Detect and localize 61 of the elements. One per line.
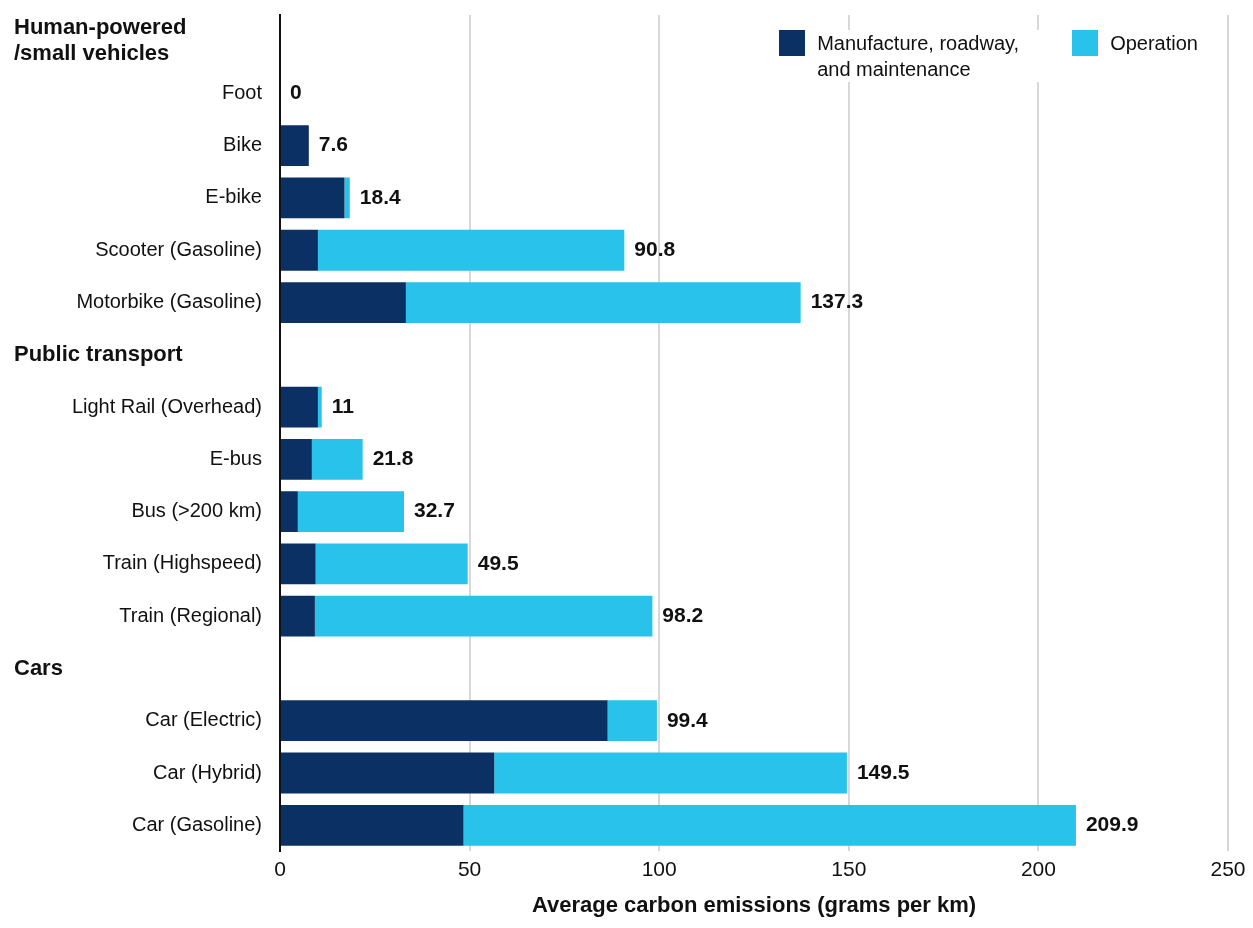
- x-axis-title: Average carbon emissions (grams per km): [531, 891, 977, 917]
- bar: [607, 700, 657, 742]
- text: Public transport: [14, 340, 184, 366]
- y-tick-label: Motorbike (Gasoline): [76, 290, 262, 313]
- total-label: 149.5: [856, 759, 910, 783]
- bar: [281, 491, 298, 532]
- bar: [317, 229, 625, 271]
- bar: [314, 595, 653, 637]
- total-label: 209.9: [1085, 812, 1139, 836]
- bar: [281, 804, 464, 846]
- text: Human-powered /small vehicles: [14, 14, 187, 66]
- legend-label: Operation: [1110, 31, 1198, 56]
- total-label: 98.2: [662, 602, 704, 626]
- legend-label: Manufacture, roadway, and maintenance: [817, 31, 1021, 82]
- y-tick-label: Train (Regional): [119, 603, 262, 626]
- y-tick-label: Bus (>200 km): [131, 499, 262, 522]
- x-tick-label: 150: [831, 856, 867, 880]
- total-label: 18.4: [359, 184, 401, 208]
- x-tick-label: 50: [457, 856, 482, 880]
- x-tick-label: 250: [1210, 856, 1246, 880]
- y-tick-label: E-bike: [205, 185, 262, 208]
- bar: [281, 438, 312, 480]
- bar: [405, 282, 801, 323]
- bar: [494, 752, 847, 794]
- y-tick-label: Car (Electric): [145, 708, 262, 731]
- bar: [281, 177, 345, 219]
- total-label: 7.6: [318, 132, 349, 156]
- bar: [281, 229, 318, 271]
- total-label: 99.4: [666, 707, 709, 731]
- x-tick-label: 200: [1020, 856, 1056, 880]
- bar: [463, 804, 1076, 846]
- y-tick-label: Car (Gasoline): [131, 812, 262, 835]
- bar: [317, 386, 322, 428]
- bar: [344, 177, 350, 219]
- bar: [281, 543, 316, 585]
- bar: [281, 700, 608, 742]
- y-tick-label: Foot: [221, 80, 263, 103]
- x-tick-label: 100: [641, 856, 677, 880]
- bar: [281, 386, 318, 428]
- total-label: 90.8: [634, 237, 676, 261]
- bar: [315, 543, 468, 585]
- y-tick-label: Light Rail (Overhead): [71, 394, 262, 417]
- y-tick-label: Train (Highspeed): [102, 551, 262, 574]
- total-label: 32.7: [414, 498, 455, 522]
- bar: [281, 752, 495, 794]
- bar: [311, 438, 363, 480]
- y-tick-label: Car (Hybrid): [153, 760, 262, 783]
- bar: [281, 595, 315, 637]
- text: Cars: [14, 654, 63, 680]
- total-label: 49.5: [477, 550, 519, 574]
- total-label: 21.8: [372, 446, 414, 470]
- y-tick-label: E-bus: [209, 446, 262, 469]
- x-tick-label: 0: [274, 856, 286, 880]
- total-label: 11: [331, 393, 355, 417]
- y-tick-label: Scooter (Gasoline): [95, 237, 262, 260]
- y-tick-label: Bike: [223, 133, 262, 156]
- total-label: 0: [290, 80, 302, 104]
- bar: [297, 491, 404, 532]
- bar: [281, 282, 406, 323]
- total-label: 137.3: [810, 289, 864, 313]
- bar: [281, 125, 309, 167]
